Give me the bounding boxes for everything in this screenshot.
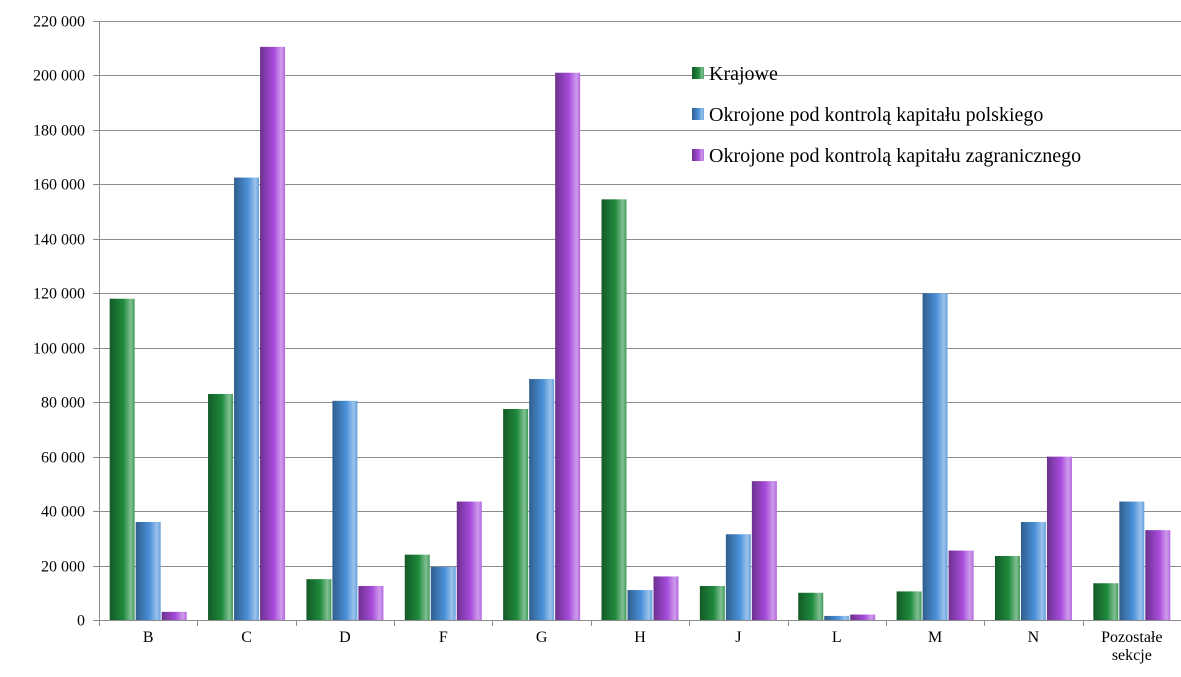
bar-1-m (896, 591, 922, 620)
y-tick-label: 180 000 (33, 123, 85, 140)
bar-1-g (503, 408, 529, 620)
bar-2-pozostałe-sekcje (1119, 501, 1145, 620)
legend-label: Okrojone pod kontrolą kapitału polskiego (709, 104, 1043, 126)
bar-1-j (699, 585, 725, 620)
bar-3-f (456, 501, 482, 620)
legend-swatch (692, 108, 704, 120)
legend: Krajowe Okrojone pod kontrolą kapitału po… (692, 63, 1081, 167)
x-tick-label: M (928, 629, 942, 646)
bar-1-c (208, 394, 234, 620)
x-tick-label: B (143, 629, 154, 646)
bar-1-pozostałe-sekcje (1093, 583, 1119, 620)
x-tick-label: C (241, 629, 252, 646)
y-tick-label: 80 000 (41, 395, 85, 412)
y-tick-label: 60 000 (41, 450, 85, 467)
y-tick-label: 100 000 (33, 341, 85, 358)
x-tick-label: Pozostałe sekcje (1101, 629, 1162, 664)
y-tick-label: 200 000 (33, 68, 85, 85)
legend-swatch (692, 149, 704, 161)
y-tick-label: 160 000 (33, 177, 85, 194)
bar-2-m (922, 293, 948, 620)
bar-1-b (109, 298, 135, 620)
bar-2-d (332, 400, 358, 620)
bar-3-h (653, 576, 679, 620)
bar-3-b (161, 611, 187, 620)
bar-3-pozostałe-sekcje (1145, 530, 1171, 620)
x-tick-label: F (439, 629, 448, 646)
bar-2-g (529, 379, 555, 620)
bar-1-f (404, 554, 430, 620)
bar-3-d (358, 585, 384, 620)
bar-2-n (1020, 521, 1046, 620)
x-tick-label: L (832, 629, 842, 646)
bar-2-l (824, 615, 850, 620)
x-tick-label: J (735, 629, 741, 646)
legend-label: Okrojone pod kontrolą kapitału zagranicz… (709, 145, 1081, 167)
y-tick-label: 120 000 (33, 286, 85, 303)
bar-3-l (850, 614, 876, 620)
x-tick-label: D (339, 629, 351, 646)
y-tick-label: 140 000 (33, 232, 85, 249)
x-tick-label: H (634, 629, 646, 646)
bar-1-l (798, 592, 824, 620)
y-tick-label: 40 000 (41, 504, 85, 521)
legend-swatch (692, 67, 704, 79)
bar-2-j (725, 534, 751, 620)
axes (93, 21, 1181, 626)
x-tick-label: N (1028, 629, 1040, 646)
bar-3-j (751, 481, 777, 620)
bar-3-m (948, 550, 974, 620)
bars (109, 46, 1171, 621)
bar-3-c (260, 46, 286, 621)
tick-labels: 0 20 000 40 000 60 000 80 000 100 000 120 000 1… (33, 14, 1162, 665)
y-tick-label: 20 000 (41, 559, 85, 576)
bar-3-n (1046, 456, 1072, 620)
y-tick-label: 0 (77, 613, 85, 630)
bar-1-d (306, 579, 332, 620)
bar-1-n (994, 556, 1020, 620)
y-tick-label: 220 000 (33, 14, 85, 31)
x-tick-label: G (536, 629, 548, 646)
legend-label: Krajowe (709, 63, 778, 85)
bar-2-f (430, 566, 456, 620)
bar-2-b (135, 521, 161, 620)
bar-2-c (234, 177, 260, 620)
bar-3-g (555, 72, 581, 621)
bar-2-h (627, 590, 653, 620)
bar-1-h (601, 199, 627, 620)
